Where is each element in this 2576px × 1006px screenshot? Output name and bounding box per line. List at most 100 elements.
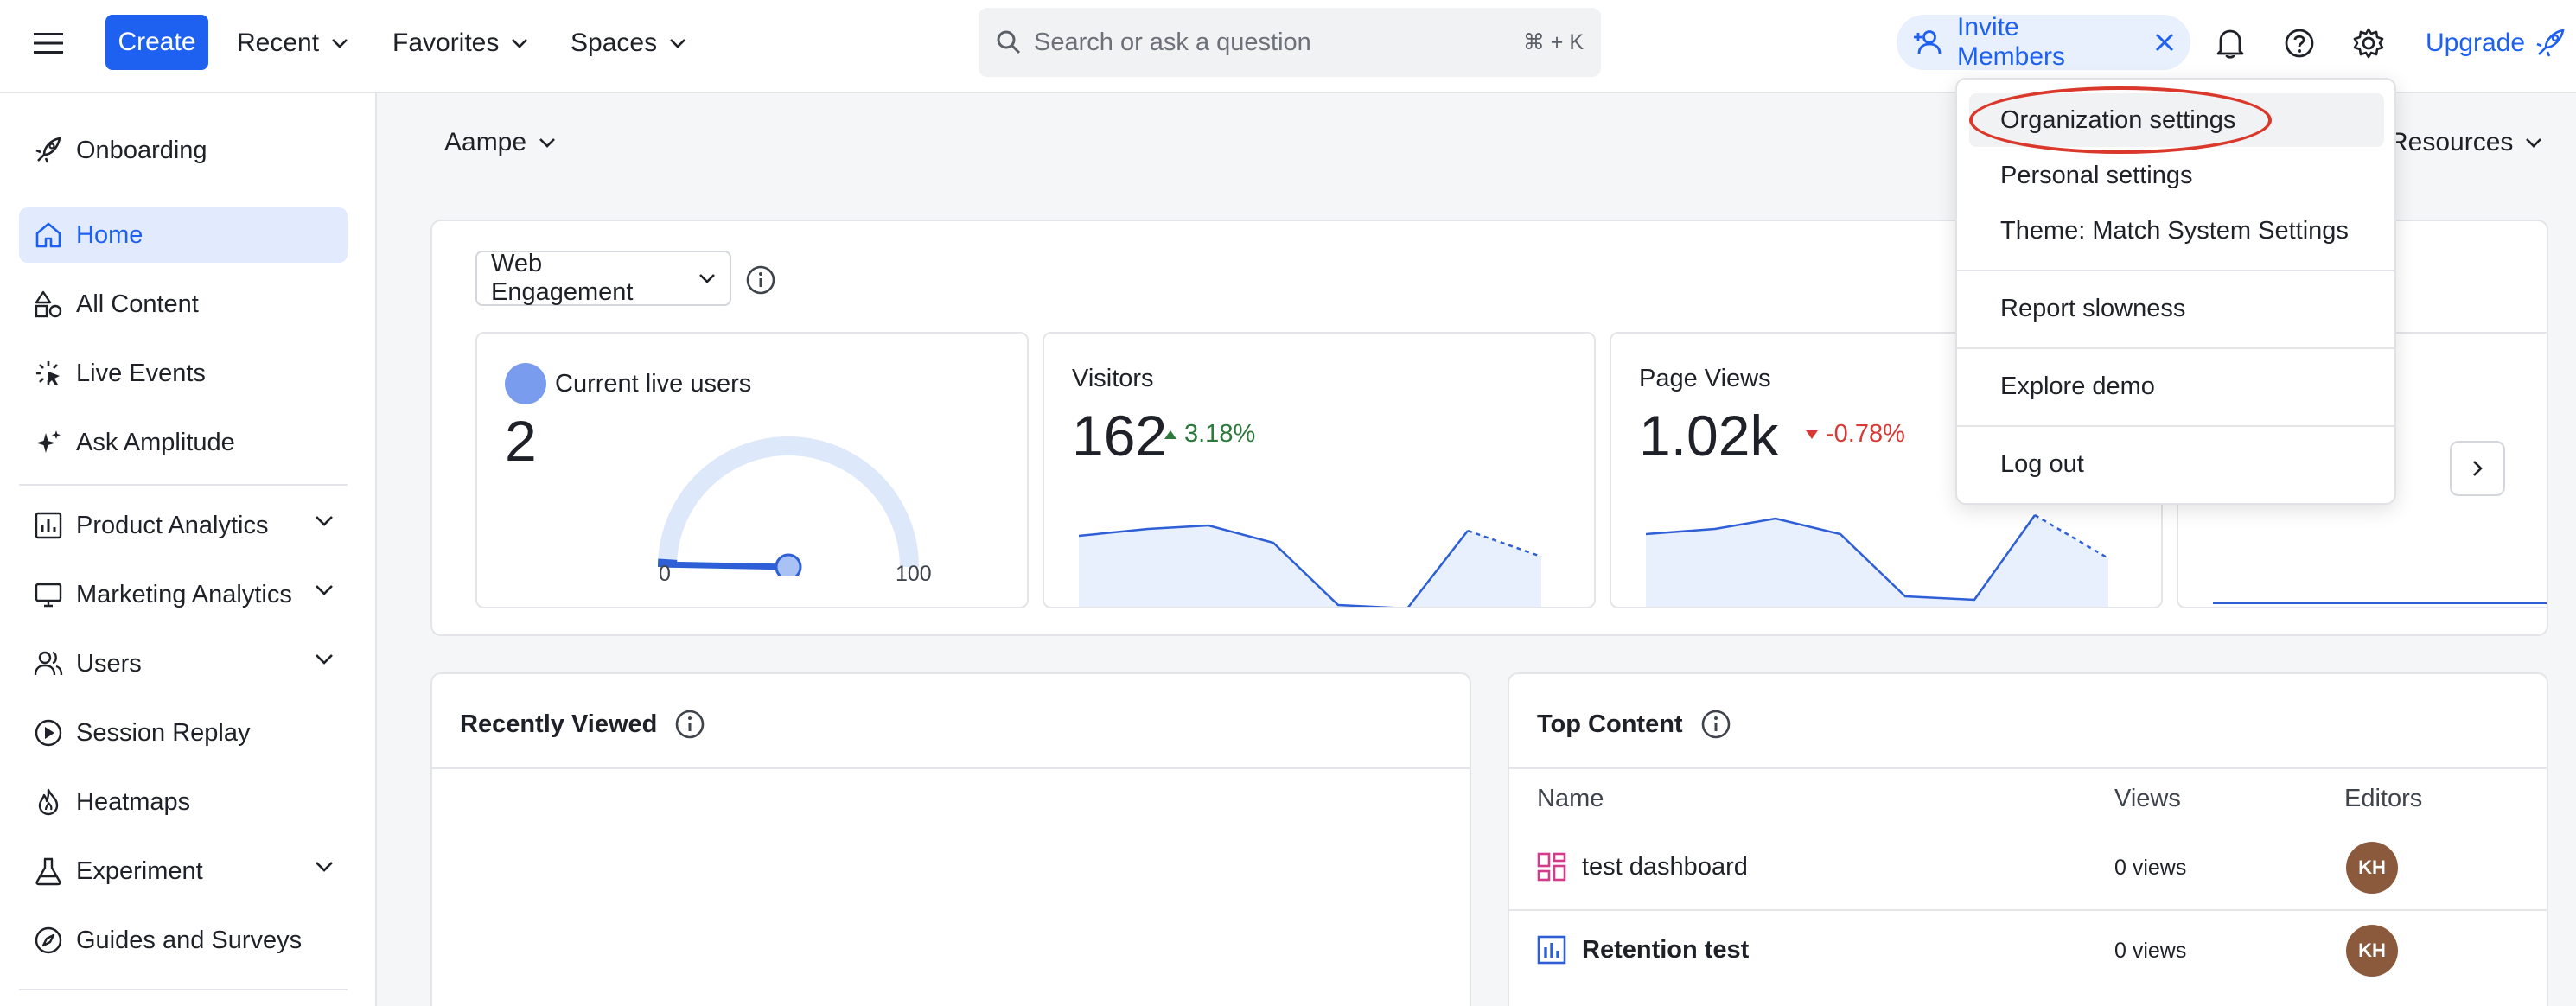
- carousel-next-button[interactable]: [2450, 441, 2505, 496]
- column-header-name[interactable]: Name: [1537, 785, 1604, 812]
- menu-item-log-out[interactable]: Log out: [2000, 449, 2084, 478]
- chevron-down-icon: [698, 273, 716, 283]
- sidebar-item-home[interactable]: Home: [19, 207, 348, 263]
- gauge-needle: [664, 561, 792, 570]
- page-views-value: 1.02k: [1639, 404, 1779, 468]
- live-users-label: Current live users: [555, 370, 752, 398]
- info-icon[interactable]: [674, 709, 705, 740]
- live-users-metric: Current live users 2 0 100: [475, 332, 1029, 608]
- chevron-down-icon: [331, 38, 348, 48]
- sidebar-item-session-replay[interactable]: Session Replay: [19, 705, 348, 761]
- column-header-editors[interactable]: Editors: [2344, 785, 2423, 812]
- recently-viewed-title: Recently Viewed: [460, 710, 658, 738]
- search-icon: [996, 29, 1022, 55]
- chevron-down-icon: [315, 861, 334, 873]
- chevron-down-icon: [539, 137, 556, 148]
- resources-menu[interactable]: Resources: [2389, 128, 2542, 157]
- menu-item-organization-settings[interactable]: Organization settings: [1969, 93, 2384, 147]
- shapes-icon: [33, 289, 64, 320]
- sidebar-item-all-content[interactable]: All Content: [19, 277, 348, 332]
- sidebar-item-label: Users: [76, 649, 142, 678]
- engagement-dropdown[interactable]: Web Engagement: [475, 250, 731, 306]
- page-views-change-value: -0.78%: [1826, 420, 1905, 448]
- resources-label: Resources: [2389, 128, 2514, 156]
- content-views: 0 views: [2114, 939, 2187, 963]
- gauge-hub: [775, 553, 802, 576]
- top-bar: Create Recent Favorites Spaces Search or…: [0, 0, 2576, 93]
- content-name-label: Retention test: [1582, 935, 1750, 964]
- close-icon[interactable]: [2154, 32, 2175, 53]
- arrow-up-icon: [1164, 430, 1177, 440]
- sidebar-item-experiment[interactable]: Experiment: [19, 844, 348, 899]
- nav-recent[interactable]: Recent: [237, 19, 348, 67]
- info-icon[interactable]: [1700, 709, 1731, 740]
- sidebar-item-heatmaps[interactable]: Heatmaps: [19, 774, 348, 830]
- top-content-title: Top Content: [1537, 710, 1683, 738]
- search-input[interactable]: Search or ask a question ⌘ + K: [979, 8, 1601, 77]
- sidebar-item-onboarding[interactable]: Onboarding: [19, 123, 348, 178]
- table-row[interactable]: test dashboard 0 views KH: [1509, 826, 2547, 909]
- metric-sparkline: [2213, 602, 2547, 604]
- chevron-down-icon: [511, 38, 528, 48]
- chevron-down-icon: [315, 584, 334, 596]
- sidebar-divider: [19, 989, 348, 990]
- invite-members-label: Invite Members: [1957, 13, 2066, 71]
- sidebar-item-ask-amplitude[interactable]: Ask Amplitude: [19, 415, 348, 470]
- info-icon[interactable]: [745, 264, 776, 296]
- workspace-selector[interactable]: Aampe: [444, 128, 556, 157]
- menu-item-personal-settings[interactable]: Personal settings: [2000, 161, 2193, 189]
- sidebar-item-users[interactable]: Users: [19, 636, 348, 691]
- add-user-icon: [1912, 29, 1945, 55]
- chevron-down-icon: [315, 653, 334, 665]
- invite-members-button[interactable]: Invite Members: [1897, 13, 2190, 71]
- live-indicator-dot: [505, 363, 546, 404]
- sidebar-divider: [19, 484, 348, 486]
- sidebar-item-label: Experiment: [76, 856, 203, 885]
- home-icon: [33, 220, 64, 251]
- live-icon: [33, 358, 64, 389]
- content-name[interactable]: Retention test: [1537, 935, 1749, 965]
- compass-icon: [33, 925, 64, 956]
- sidebar-item-label: Marketing Analytics: [76, 580, 292, 608]
- visitors-value: 162: [1072, 404, 1168, 468]
- page-views-sparkline: [1646, 513, 2109, 607]
- recently-viewed-header: Recently Viewed: [460, 709, 705, 740]
- page-views-change: -0.78%: [1805, 420, 1905, 449]
- table-row[interactable]: Retention test 0 views KH: [1509, 909, 2547, 992]
- content-views: 0 views: [2114, 856, 2187, 880]
- nav-recent-label: Recent: [237, 29, 320, 57]
- content-name[interactable]: test dashboard: [1537, 852, 1748, 882]
- chevron-right-icon: [2471, 459, 2484, 478]
- gauge-min-label: 0: [659, 562, 671, 586]
- sidebar-item-guides-and-surveys[interactable]: Guides and Surveys: [19, 913, 348, 968]
- sidebar-item-label: All Content: [76, 290, 199, 318]
- menu-item-theme[interactable]: Theme: Match System Settings: [2000, 216, 2349, 245]
- create-button[interactable]: Create: [105, 15, 208, 70]
- menu-divider: [1957, 425, 2394, 427]
- sidebar-item-product-analytics[interactable]: Product Analytics: [19, 498, 348, 553]
- menu-item-explore-demo[interactable]: Explore demo: [2000, 372, 2155, 400]
- upgrade-link[interactable]: Upgrade: [2426, 22, 2566, 64]
- gear-icon[interactable]: [2348, 22, 2389, 64]
- avatar[interactable]: KH: [2346, 842, 2398, 894]
- sidebar-item-live-events[interactable]: Live Events: [19, 346, 348, 401]
- notifications-bell-icon[interactable]: [2209, 22, 2251, 64]
- engagement-dropdown-label: Web Engagement: [491, 250, 634, 306]
- divider: [432, 767, 1470, 769]
- nav-favorites[interactable]: Favorites: [392, 19, 528, 67]
- page-views-label: Page Views: [1639, 365, 1771, 392]
- users-icon: [33, 648, 64, 679]
- settings-menu: Organization settings Personal settings …: [1955, 78, 2396, 505]
- sidebar-item-marketing-analytics[interactable]: Marketing Analytics: [19, 567, 348, 622]
- nav-spaces[interactable]: Spaces: [571, 19, 686, 67]
- search-shortcut: ⌘ + K: [1522, 30, 1584, 54]
- visitors-change-value: 3.18%: [1184, 420, 1256, 448]
- menu-icon[interactable]: [31, 26, 66, 60]
- menu-item-report-slowness[interactable]: Report slowness: [2000, 294, 2186, 322]
- avatar[interactable]: KH: [2346, 925, 2398, 977]
- menu-divider: [1957, 347, 2394, 349]
- help-icon[interactable]: [2279, 22, 2320, 64]
- divider: [1509, 909, 2547, 911]
- rocket-icon: [33, 135, 64, 166]
- column-header-views[interactable]: Views: [2114, 785, 2181, 812]
